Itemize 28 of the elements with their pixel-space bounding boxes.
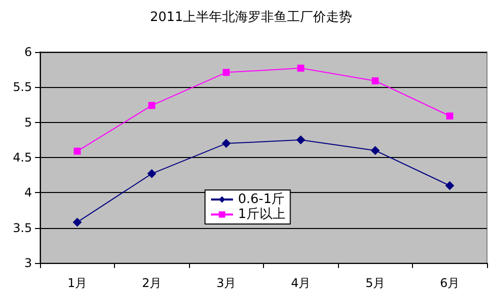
y-tick-label: 5: [24, 115, 32, 130]
x-tick-label: 5月: [365, 276, 386, 290]
y-tick-label: 4.5: [12, 150, 32, 164]
point: [446, 112, 454, 120]
point: [222, 68, 230, 76]
x-tick-label: 4月: [290, 276, 311, 290]
x-tick-label: 6月: [440, 276, 460, 290]
point: [445, 181, 454, 190]
legend-label: 1斤以上: [238, 207, 286, 222]
y-tick-label: 5.5: [12, 80, 32, 94]
point: [296, 135, 306, 144]
y-tick-label: 4: [24, 186, 32, 200]
point: [74, 148, 81, 155]
chart-title: 2011上半年北海罗非鱼工厂价走势: [150, 10, 352, 25]
point: [72, 218, 82, 227]
point: [372, 77, 379, 84]
point: [297, 64, 304, 72]
point: [148, 102, 156, 109]
point: [370, 146, 380, 155]
x-tick-label: 2月: [142, 276, 162, 290]
x-tick-label: 1月: [67, 276, 88, 290]
point: [147, 169, 156, 178]
legend-label: 0.6-1斤: [238, 192, 285, 207]
y-tick-label: 6: [24, 45, 32, 59]
y-tick-label: 3.5: [12, 220, 32, 235]
y-tick-label: 3: [24, 256, 32, 270]
x-tick-label: 3月: [216, 276, 236, 290]
point: [222, 138, 231, 148]
